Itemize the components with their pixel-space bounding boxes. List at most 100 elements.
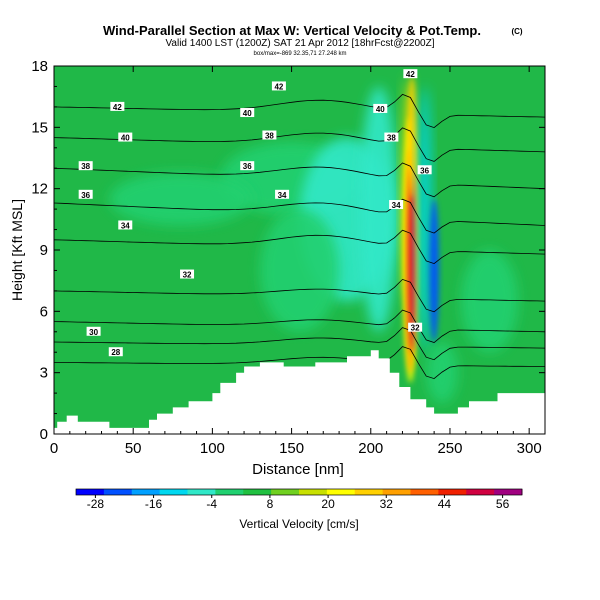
contour-label-34: 34 [118, 220, 133, 230]
contour-label-text: 40 [376, 105, 385, 114]
colorbar-tick-label: 32 [380, 497, 394, 511]
contour-label-bg [240, 161, 255, 171]
contour-label-text: 34 [121, 221, 130, 230]
colorbar-swatch [466, 489, 495, 495]
contour-label-40: 40 [240, 108, 255, 118]
velocity-field [109, 76, 519, 404]
contour-label-bg [240, 108, 255, 118]
contour-label-text: 34 [278, 191, 287, 200]
contour-label-38: 38 [384, 132, 399, 143]
contour-label-32: 32 [180, 269, 195, 280]
isentrope-contours [54, 93, 545, 380]
field-teal-region-low [426, 342, 458, 404]
colorbar-swatch [410, 489, 439, 495]
x-tick-label: 200 [358, 440, 383, 457]
isentrope-38 [54, 162, 545, 198]
contour-label-34: 34 [275, 189, 290, 200]
colorbar-frame [75, 488, 523, 496]
colorbar-swatch [354, 489, 384, 495]
contour-label-text: 32 [411, 324, 420, 333]
colorbar-swatch [299, 489, 328, 495]
contour-label-32: 32 [408, 322, 423, 333]
contour-label-text: 36 [243, 162, 252, 171]
colorbar-tick-label: 8 [267, 497, 274, 511]
colorbar-swatch [159, 489, 188, 495]
contour-label-bg [417, 165, 432, 175]
y-tick-label: 15 [31, 119, 48, 136]
contour-label-bg [408, 322, 423, 332]
contour-label-text: 36 [81, 191, 90, 200]
contour-label-bg [262, 130, 277, 140]
colorbar-swatch [326, 489, 356, 495]
contour-label-text: 40 [121, 134, 130, 143]
contour-label-36: 36 [417, 165, 432, 175]
contour-label-text: 38 [81, 162, 90, 171]
chart-subtitle-2: box/max=-869 32.35,71 27.248 km [254, 51, 347, 57]
contour-label-28: 28 [108, 347, 123, 357]
colorbar-tick-label: 20 [321, 497, 335, 511]
contour-label-42: 42 [110, 101, 125, 112]
colorbar-swatch [76, 489, 105, 495]
contour-label-bg [384, 132, 399, 142]
isentrope-28 [54, 327, 545, 361]
contour-label-text: 30 [89, 328, 98, 337]
isentrope-42 [54, 93, 545, 129]
colorbar-tick-label: 56 [496, 497, 510, 511]
field-downdraft-core [429, 198, 439, 342]
contour-label-42: 42 [403, 69, 418, 79]
contour-label-text: 32 [183, 271, 192, 280]
contour-labels: 42 40 38 36 34 32 30 28 42 40 38 36 34 42 40 38 36 34 32 [78, 69, 432, 357]
x-tick-label: 150 [279, 440, 304, 457]
colorbar-swatch [187, 489, 216, 495]
colorbar-tick-label: -28 [87, 497, 105, 511]
contour-label-bg [271, 81, 286, 91]
isentrope-36 [54, 198, 545, 234]
colorbar-swatch [131, 489, 161, 495]
colorbar-tick-label: -4 [206, 497, 217, 511]
x-axis-label: Distance [nm] [252, 461, 344, 478]
y-tick-label: 18 [31, 58, 48, 75]
isentrope-40 [54, 127, 545, 162]
x-tick-label: 100 [200, 440, 225, 457]
colorbar-swatch [438, 489, 467, 495]
field-updraft-core [408, 168, 416, 353]
contour-label-bg [275, 189, 290, 199]
contour-label-bg [180, 269, 195, 279]
contour-label-bg [78, 161, 93, 171]
field-teal-band-left [109, 172, 252, 226]
isentrope-26 [54, 346, 545, 380]
isentrope-34 [54, 229, 545, 265]
isentrope-30 [54, 309, 545, 343]
colorbar-swatch [271, 489, 300, 495]
colorbar-swatch [494, 489, 523, 495]
copyright-mark: (C) [511, 27, 522, 36]
contour-label-bg [78, 189, 93, 199]
field-downdraft-envelope [418, 86, 431, 353]
contour-label-text: 34 [392, 201, 401, 210]
colorbar-swatch [382, 489, 411, 495]
contour-label-38: 38 [262, 130, 277, 141]
field-teal-region-center [259, 209, 340, 332]
field-cyan-column-left [359, 86, 398, 332]
contour-label-bg [389, 200, 404, 210]
contour-label-36: 36 [78, 189, 93, 200]
x-tick-label: 250 [437, 440, 462, 457]
contour-label-bg [108, 347, 123, 357]
chart-title: Wind-Parallel Section at Max W: Vertical… [103, 23, 481, 38]
contour-label-36: 36 [240, 161, 255, 171]
colorbar-tick-label: 44 [438, 497, 452, 511]
contour-label-bg [86, 326, 101, 336]
colorbar-tick-label: -16 [145, 497, 163, 511]
chart-subtitle: Valid 1400 LST (1200Z) SAT 21 Apr 2012 [… [165, 38, 434, 49]
colorbar: -28 -16 -4 8 20 32 44 56 [75, 488, 523, 511]
colorbar-swatch [243, 489, 272, 495]
y-tick-label: 0 [40, 426, 48, 443]
contour-label-text: 42 [274, 82, 283, 91]
contour-label-text: 42 [113, 103, 122, 112]
contour-label-text: 28 [111, 348, 120, 357]
contour-label-bg [403, 69, 418, 79]
contour-label-34: 34 [389, 200, 404, 210]
contour-label-40: 40 [373, 103, 388, 114]
